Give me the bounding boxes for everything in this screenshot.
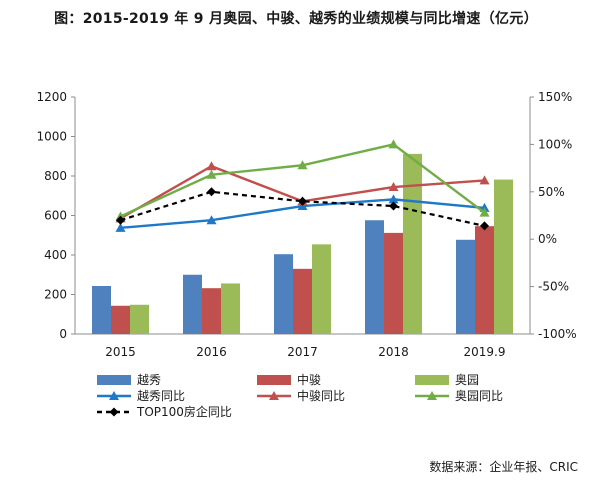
legend-label-越秀同比: 越秀同比 — [137, 389, 185, 403]
legend-marker-越秀同比 — [109, 391, 119, 400]
marker-奥园同比 — [206, 169, 217, 179]
bar-越秀 — [92, 286, 111, 334]
legend-swatch-越秀 — [97, 375, 131, 385]
legend-label-中骏: 中骏 — [297, 372, 321, 387]
bar-中骏 — [384, 232, 403, 334]
marker-TOP100房企同比 — [116, 215, 125, 225]
bar-越秀 — [183, 274, 202, 334]
bar-中骏 — [293, 268, 312, 334]
marker-奥园同比 — [297, 160, 308, 170]
marker-TOP100房企同比 — [480, 221, 489, 231]
legend-label-奥园同比: 奥园同比 — [455, 389, 503, 403]
chart-title: 图：2015-2019 年 9 月奥园、中骏、越秀的业绩规模与同比增速（亿元） — [54, 11, 538, 27]
marker-TOP100房企同比 — [298, 196, 307, 206]
bar-奥园 — [403, 153, 422, 334]
marker-越秀同比 — [206, 215, 217, 225]
legend-swatch-奥园 — [415, 375, 449, 385]
line-TOP100房企同比 — [120, 190, 485, 228]
x-tick-label: 2018 — [378, 345, 409, 359]
bar-中骏 — [202, 288, 221, 334]
marker-奥园同比 — [479, 207, 490, 217]
bar-奥园 — [312, 244, 331, 334]
marker-TOP100房企同比 — [389, 201, 398, 211]
bar-越秀 — [456, 239, 475, 334]
marker-越秀同比 — [388, 194, 399, 204]
legend-label-TOP100房企同比: TOP100房企同比 — [136, 404, 232, 419]
bar-奥园 — [130, 304, 149, 334]
left-tick-label: 1000 — [36, 130, 67, 144]
legend-label-奥园: 奥园 — [455, 373, 479, 387]
right-tick-label: 50% — [538, 185, 565, 199]
left-tick-label: 400 — [44, 248, 67, 262]
bar-奥园 — [221, 283, 240, 334]
right-tick-label: 0% — [538, 232, 557, 246]
marker-TOP100房企同比 — [207, 187, 216, 197]
right-tick-label: -100% — [538, 327, 577, 341]
bar-奥园 — [494, 179, 513, 334]
bar-中骏 — [475, 226, 494, 334]
left-tick-label: 800 — [44, 169, 67, 183]
bar-越秀 — [365, 220, 384, 334]
legend-swatch-中骏 — [257, 375, 291, 385]
marker-奥园同比 — [388, 139, 399, 149]
legend-label-中骏同比: 中骏同比 — [297, 388, 345, 403]
x-tick-label: 2016 — [196, 345, 227, 359]
bar-越秀 — [274, 254, 293, 334]
legend-marker-奥园同比 — [427, 391, 437, 400]
right-tick-label: -50% — [538, 280, 569, 294]
marker-中骏同比 — [206, 161, 217, 171]
left-tick-label: 1200 — [36, 90, 67, 104]
left-tick-label: 200 — [44, 288, 67, 302]
x-tick-label: 2017 — [287, 345, 318, 359]
legend-marker-TOP100房企同比 — [109, 407, 119, 417]
left-tick-label: 0 — [59, 327, 67, 341]
x-tick-label: 2015 — [105, 345, 136, 359]
legend-label-越秀: 越秀 — [137, 373, 161, 387]
bar-中骏 — [111, 305, 130, 334]
marker-中骏同比 — [388, 182, 399, 192]
left-tick-label: 600 — [44, 209, 67, 223]
right-tick-label: 150% — [538, 90, 572, 104]
x-tick-label: 2019.9 — [464, 345, 506, 359]
right-tick-label: 100% — [538, 137, 572, 151]
marker-越秀同比 — [115, 222, 126, 232]
marker-中骏同比 — [479, 175, 490, 185]
legend-marker-中骏同比 — [269, 391, 279, 400]
source-note: 数据来源：企业年报、CRIC — [429, 460, 578, 474]
